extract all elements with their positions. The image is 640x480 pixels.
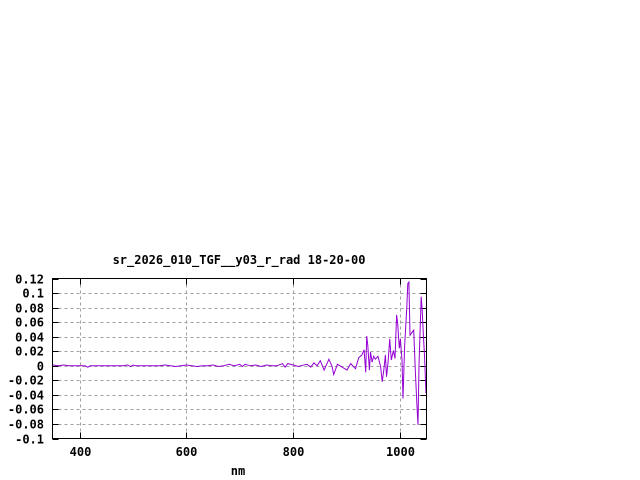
x-tick-label: 400 xyxy=(70,445,92,459)
y-tick-label: 0 xyxy=(37,360,44,374)
tick-labels: 0.120.10.080.060.040.020-0.02-0.04-0.06-… xyxy=(8,273,415,460)
y-tick-label: -0.1 xyxy=(15,433,44,447)
ticks xyxy=(52,278,427,440)
y-tick-label: -0.02 xyxy=(8,374,44,388)
y-tick-label: 0.08 xyxy=(15,302,44,316)
y-tick-label: -0.08 xyxy=(8,418,44,432)
x-tick-label: 600 xyxy=(176,445,198,459)
y-tick-label: 0.12 xyxy=(15,273,44,287)
chart-title: sr_2026_010_TGF__y03_r_rad 18-20-00 xyxy=(113,253,366,268)
grid xyxy=(52,278,427,439)
x-tick-label: 1000 xyxy=(386,445,415,459)
y-tick-label: 0.02 xyxy=(15,345,44,359)
plot-frame xyxy=(52,278,427,439)
y-tick-label: 0.1 xyxy=(22,287,44,301)
y-tick-label: 0.06 xyxy=(15,316,44,330)
x-axis-label: nm xyxy=(231,464,245,478)
y-tick-label: 0.04 xyxy=(15,331,44,345)
y-tick-label: -0.04 xyxy=(8,389,44,403)
x-tick-label: 800 xyxy=(283,445,305,459)
y-tick-label: -0.06 xyxy=(8,403,44,417)
series-line xyxy=(52,280,427,425)
